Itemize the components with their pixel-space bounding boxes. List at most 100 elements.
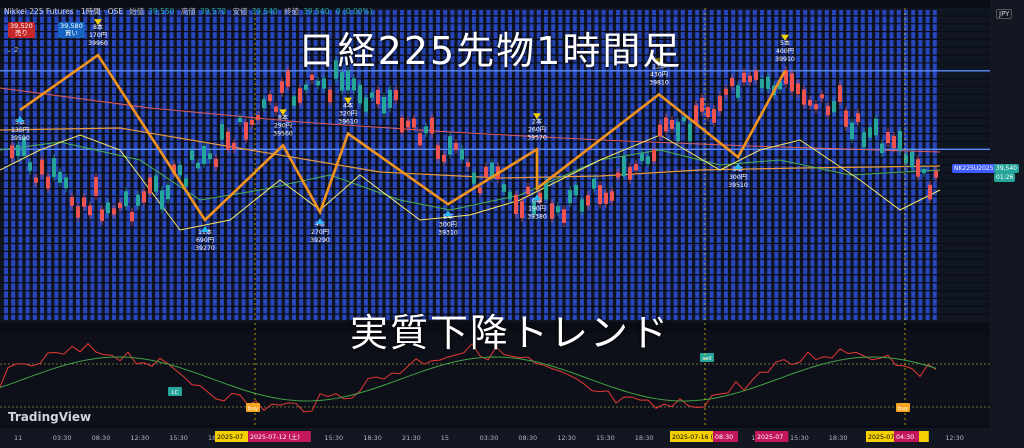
indicator-count[interactable]: ⌄ 2 (6, 46, 19, 54)
candle-body (262, 99, 266, 108)
zigzag-label: 39270 (195, 245, 215, 252)
candle-body (208, 153, 212, 160)
candle-body (898, 131, 902, 151)
time-tick-label: 11 (14, 434, 22, 442)
candle-body (544, 180, 548, 200)
candle-body (922, 168, 926, 174)
candle-body (652, 149, 656, 162)
candle-body (832, 101, 836, 113)
candle-body (628, 167, 632, 180)
candle-body (472, 172, 476, 184)
candle-body (244, 122, 248, 140)
zigzag-label: 300円 (439, 221, 457, 228)
candle-body (760, 78, 764, 88)
zigzag-label: 39510 (728, 182, 748, 189)
candle-body (142, 191, 146, 203)
candle-body (670, 119, 674, 129)
candle-body (796, 83, 800, 95)
candle-body (592, 178, 596, 189)
candle-body (820, 94, 824, 99)
zigzag-label: 4本 (343, 102, 353, 110)
candle-body (466, 162, 470, 167)
candle-body (310, 74, 314, 80)
buy-button[interactable]: 39,580 買い (58, 22, 85, 38)
sell-marker (533, 113, 541, 120)
zigzag-label: 39960 (88, 40, 108, 47)
candle-body (610, 191, 614, 201)
candle-body (514, 194, 518, 214)
date-tag (755, 431, 789, 442)
candle-body (790, 73, 794, 92)
candle-body (478, 187, 482, 194)
sell-marker (655, 58, 663, 65)
date-tag-label: 2025-07-16 (水) (672, 432, 722, 441)
candle-body (778, 81, 782, 90)
candle-body (826, 106, 830, 116)
candle-body (502, 184, 506, 192)
candle-body (604, 192, 608, 204)
time-tick-label: 08:30 (92, 434, 111, 442)
candle-body (268, 94, 272, 102)
candle-body (580, 199, 584, 212)
zigzag-label: 300円 (729, 174, 747, 181)
candle-body (406, 120, 410, 128)
candle-body (616, 172, 620, 178)
candle-body (22, 137, 26, 156)
candle-body (844, 110, 848, 127)
time-tick-label: 15:30 (790, 434, 809, 442)
candle-body (382, 96, 386, 114)
candle-body (850, 122, 854, 140)
date-tag-label: 2025-07-12 (土) (250, 432, 300, 441)
zigzag-label: 8本 (278, 113, 288, 121)
price-axis[interactable] (990, 0, 1024, 448)
candle-body (58, 171, 62, 183)
sell-marker (344, 97, 352, 104)
candle-body (388, 89, 392, 108)
zigzag-line (19, 53, 787, 222)
candle-body (304, 84, 308, 90)
candle-body (196, 162, 200, 169)
buy-marker (16, 116, 24, 123)
osc-signal-label: LC (172, 390, 179, 396)
candle-body (508, 191, 512, 200)
time-tick-label: 21:30 (402, 434, 421, 442)
candle-body (202, 145, 206, 164)
candle-body (454, 143, 458, 150)
candle-body (520, 201, 524, 219)
zigzag-label: 430円 (650, 71, 668, 78)
zigzag-label: 39570 (527, 134, 547, 141)
sell-button[interactable]: 39,520 売り (8, 22, 35, 38)
candle-body (214, 158, 218, 167)
candle-body (238, 117, 242, 123)
time-tick-label: 15:30 (324, 434, 343, 442)
overlay-subtitle: 実質下降トレンド (349, 311, 670, 355)
osc-green (0, 356, 937, 402)
time-tick-label: 03:30 (53, 434, 72, 442)
candle-body (412, 118, 416, 128)
candle-body (100, 209, 104, 221)
date-tag (215, 431, 249, 442)
candle-body (376, 89, 380, 105)
candle-body (274, 106, 278, 112)
candle-body (430, 117, 434, 134)
candle-body (70, 197, 74, 206)
candle-body (784, 70, 788, 84)
osc-red (0, 342, 937, 413)
candle-body (862, 132, 866, 148)
candle-body (874, 118, 878, 136)
symbol-label[interactable]: Nikkei 225 Futures · 1時間 · OSE (4, 6, 124, 16)
time-tick-label: 18:30 (635, 434, 654, 442)
osc-signal-tag (700, 353, 714, 362)
candle-body (154, 175, 158, 192)
time-tick-label: 18:30 (829, 434, 848, 442)
currency-label[interactable]: JPY (996, 9, 1013, 19)
candle-body (892, 135, 896, 149)
candle-body (124, 191, 128, 207)
tradingview-logo: TradingView (8, 410, 92, 424)
candle-body (424, 126, 428, 134)
candle-body (640, 153, 644, 161)
date-tag-label: 2025-07 (757, 434, 783, 441)
date-tag-label: 2025-07 (217, 434, 243, 441)
zigzag-label: 39910 (775, 56, 795, 63)
